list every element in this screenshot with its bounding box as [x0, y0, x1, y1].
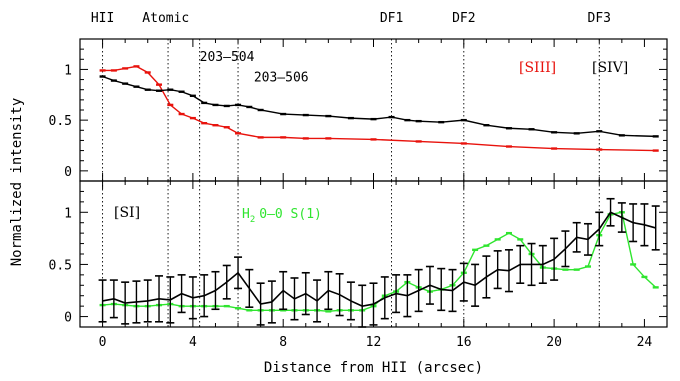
y-tick-label: 1	[64, 63, 72, 78]
x-axis-label: Distance from HII (arcsec)	[264, 360, 483, 376]
y-tick-label: 0.5	[49, 114, 72, 129]
region-label: Atomic	[142, 11, 189, 26]
legend-siii: [SIII]	[519, 60, 556, 76]
legend-h2: H2 0–0 S(1)	[242, 207, 322, 225]
y-axis-label: Normalized intensity	[9, 98, 25, 267]
series-line	[102, 65, 656, 152]
x-tick-label: 4	[189, 335, 197, 350]
region-label: DF2	[452, 11, 475, 26]
bottom-panel: 0 0.5 1 0 4 8 12 16 20 24 [SI] H2 0–0 S(1)	[49, 180, 668, 350]
annotation: 203–504	[200, 50, 255, 65]
x-tick-label: 24	[637, 335, 653, 350]
series-line	[102, 211, 657, 313]
y-tick-label: 0.5	[49, 258, 72, 273]
region-labels: HII Atomic DF1 DF2 DF3	[91, 11, 611, 26]
legend-h2-symbol: H	[242, 207, 250, 222]
x-tick-label: 12	[366, 335, 382, 350]
x-tick-label: 8	[279, 335, 287, 350]
region-label: DF1	[380, 11, 403, 26]
legend-si: [SI]	[114, 205, 140, 221]
x-tick-label: 0	[99, 335, 107, 350]
region-label: DF3	[588, 11, 611, 26]
top-panel: 0 0.5 1 203–504 203–506 [SIII] [SIV]	[49, 38, 668, 182]
legend-siv: [SIV]	[592, 60, 628, 76]
x-tick-label: 16	[456, 335, 472, 350]
y-tick-label: 1	[64, 206, 72, 221]
annotation: 203–506	[254, 71, 309, 86]
series-line	[102, 75, 656, 138]
y-tick-label: 0	[64, 311, 72, 326]
legend-h2-subscript: 2	[250, 215, 255, 225]
series-line	[102, 211, 656, 307]
region-label: HII	[91, 11, 114, 26]
legend-h2-transition: 0–0 S(1)	[259, 207, 322, 222]
y-tick-label: 0	[64, 165, 72, 180]
x-tick-label: 20	[546, 335, 562, 350]
